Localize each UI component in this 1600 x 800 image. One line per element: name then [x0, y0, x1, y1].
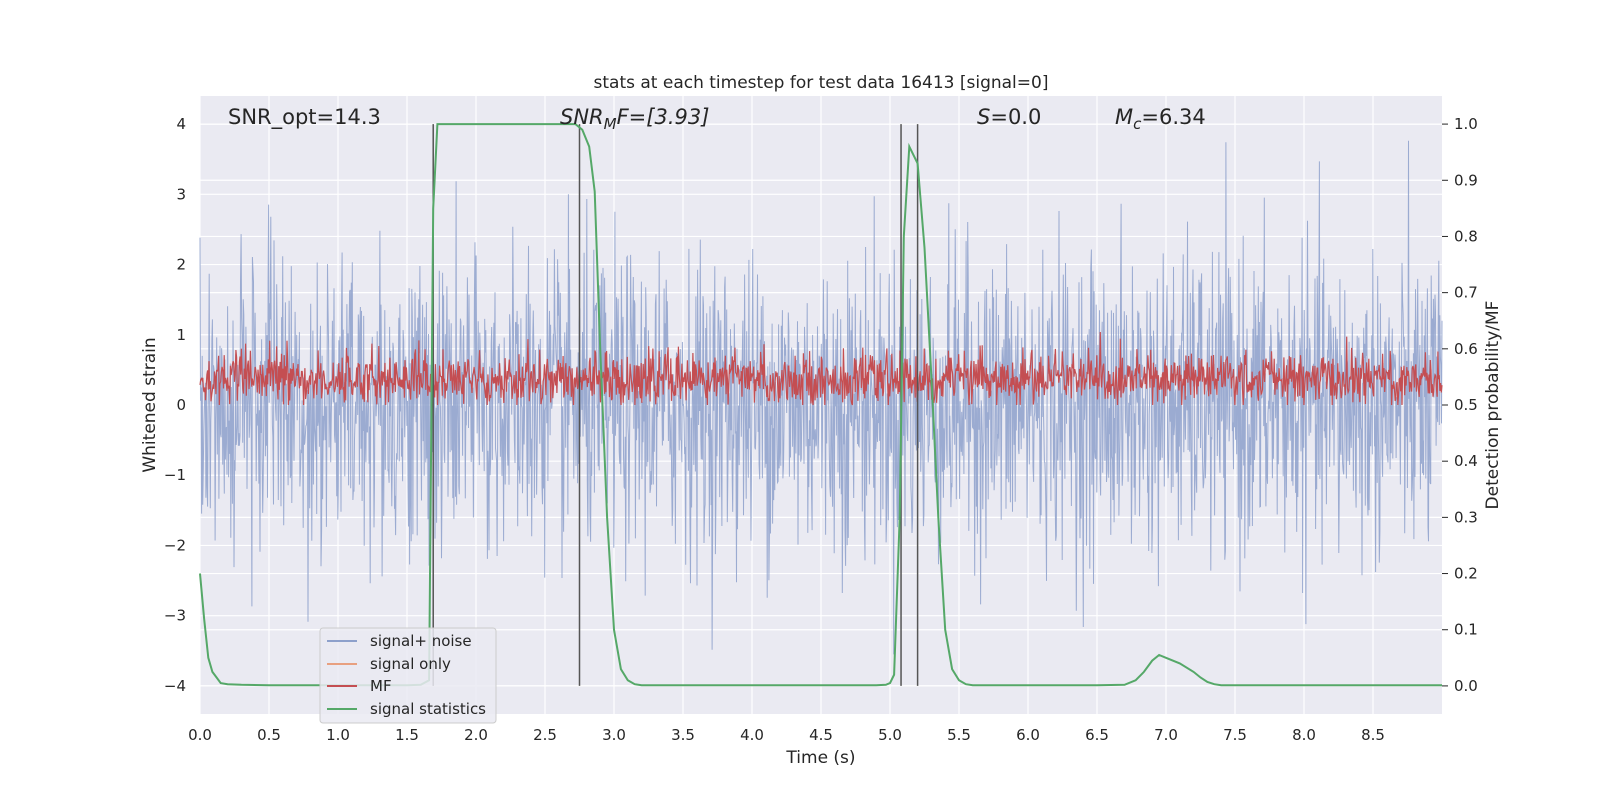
y-tick-label: −1 — [164, 466, 186, 484]
y2-tick-label: 0.2 — [1454, 565, 1478, 583]
y-axis-label: Whitened strain — [140, 337, 160, 472]
y2-tick-label: 0.7 — [1454, 284, 1478, 302]
mc-var: M — [1115, 105, 1133, 129]
x-tick-label: 6.5 — [1085, 726, 1109, 744]
annotation-s: S=0.0 — [977, 105, 1041, 129]
y2-tick-label: 0.0 — [1454, 677, 1478, 695]
y2-tick-label: 0.9 — [1454, 171, 1478, 189]
x-tick-label: 0.5 — [257, 726, 281, 744]
ticks: 0.0 0.5 1.0 1.5 2.0 2.5 3.0 3.5 4.0 4.5 5.0 5.5 6.0 6… — [164, 115, 1478, 744]
legend-label-mf: MF — [370, 677, 392, 695]
grid — [199, 96, 1442, 714]
x-tick-label: 2.5 — [533, 726, 557, 744]
x-tick-label: 2.0 — [464, 726, 488, 744]
legend-label-noise: signal+ noise — [370, 632, 472, 650]
x-tick-label: 5.5 — [947, 726, 971, 744]
annotation-snr-opt: SNR_opt=14.3 — [228, 105, 381, 130]
mc-sub: c — [1133, 115, 1142, 133]
annotation-snr-mf: SNRMF=[3.93] — [560, 105, 709, 133]
y-tick-label: 0 — [176, 396, 186, 414]
legend-box — [319, 627, 497, 724]
y-tick-label: −4 — [164, 677, 186, 695]
x-tick-label: 7.0 — [1154, 726, 1178, 744]
x-tick-label: 7.5 — [1223, 726, 1247, 744]
y2-tick-label: 0.4 — [1454, 452, 1478, 470]
snr-mf-rest: F=[3.93] — [617, 105, 710, 129]
snr-mf-base: SNR — [560, 105, 604, 129]
y2-tick-label: 0.8 — [1454, 227, 1478, 245]
chart-title: stats at each timestep for test data 164… — [594, 73, 1049, 93]
x-tick-label: 8.0 — [1292, 726, 1316, 744]
x-tick-label: 0.0 — [188, 726, 212, 744]
x-tick-label: 8.5 — [1361, 726, 1385, 744]
y2-tick-label: 0.5 — [1454, 396, 1478, 414]
x-tick-label: 3.5 — [671, 726, 695, 744]
x-tick-label: 1.5 — [395, 726, 419, 744]
mc-rest: =6.34 — [1141, 105, 1205, 129]
y-tick-label: 2 — [176, 256, 186, 274]
legend-label-signal: signal only — [370, 655, 451, 673]
y2-tick-label: 0.3 — [1454, 508, 1478, 526]
x-tick-label: 3.0 — [602, 726, 626, 744]
x-tick-label: 5.0 — [878, 726, 902, 744]
mf-line — [199, 331, 1443, 406]
legend-label-stats: signal statistics — [370, 700, 486, 718]
y-tick-label: −2 — [164, 536, 186, 554]
y-tick-label: −3 — [164, 607, 186, 625]
x-tick-label: 4.5 — [809, 726, 833, 744]
snr-mf-sub: M — [604, 115, 617, 133]
y-tick-label: 1 — [176, 326, 186, 344]
y-tick-label: 4 — [176, 115, 186, 133]
x-tick-label: 1.0 — [326, 726, 350, 744]
x-axis-label: Time (s) — [785, 748, 855, 768]
y2-axis-label: Detection probability/MF — [1483, 301, 1503, 510]
x-tick-label: 4.0 — [740, 726, 764, 744]
y2-tick-label: 0.6 — [1454, 340, 1478, 358]
legend: signal+ noise signal only MF signal stat… — [319, 627, 497, 724]
y2-tick-label: 0.1 — [1454, 621, 1478, 639]
mf-series — [199, 331, 1443, 406]
y-tick-label: 3 — [176, 185, 186, 203]
s-rest: =0.0 — [990, 105, 1041, 129]
s-var: S — [977, 105, 990, 129]
annotation-mc: Mc=6.34 — [1115, 105, 1206, 133]
x-tick-label: 6.0 — [1016, 726, 1040, 744]
y2-tick-label: 1.0 — [1454, 115, 1478, 133]
